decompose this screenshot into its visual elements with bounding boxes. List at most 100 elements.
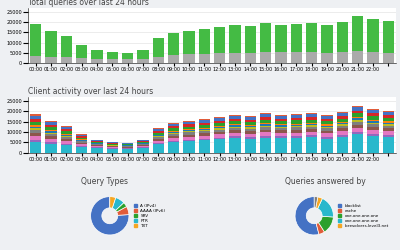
Bar (229, 138, 241, 153)
Bar (198, 123, 210, 125)
Bar (76, 134, 88, 135)
Bar (275, 133, 287, 136)
Bar (306, 126, 318, 129)
Bar (321, 131, 333, 134)
Bar (45, 144, 57, 153)
Bar (336, 118, 348, 122)
Bar (290, 128, 302, 130)
Bar (152, 134, 164, 135)
Bar (321, 116, 333, 119)
Bar (152, 137, 164, 139)
Text: Client activity over last 24 hours: Client activity over last 24 hours (28, 87, 153, 96)
Bar (214, 132, 226, 134)
Bar (336, 122, 348, 123)
Bar (367, 52, 379, 63)
Bar (106, 144, 118, 145)
Bar (229, 53, 241, 63)
Bar (152, 56, 164, 63)
Bar (229, 127, 241, 128)
Bar (76, 138, 88, 140)
Bar (30, 142, 42, 153)
Bar (30, 127, 42, 128)
Bar (45, 57, 57, 63)
Bar (152, 38, 164, 63)
Bar (91, 143, 103, 144)
Bar (260, 123, 272, 124)
Bar (290, 118, 302, 120)
Bar (76, 147, 88, 153)
Bar (306, 135, 318, 137)
Wedge shape (116, 203, 126, 212)
Bar (183, 122, 195, 124)
Bar (198, 131, 210, 133)
Bar (260, 126, 272, 127)
Bar (306, 123, 318, 124)
Bar (382, 122, 394, 123)
Bar (106, 59, 118, 63)
Bar (336, 123, 348, 124)
Bar (45, 139, 57, 142)
Bar (275, 126, 287, 127)
Bar (306, 120, 318, 123)
Bar (229, 116, 241, 119)
Bar (244, 137, 256, 139)
Bar (382, 135, 394, 137)
Bar (321, 126, 333, 127)
Bar (321, 122, 333, 124)
Bar (122, 149, 134, 153)
Bar (183, 126, 195, 129)
Bar (260, 136, 272, 138)
Bar (106, 147, 118, 148)
Bar (382, 128, 394, 132)
Text: Total queries over last 24 hours: Total queries over last 24 hours (28, 0, 149, 7)
Bar (290, 136, 302, 138)
Bar (152, 140, 164, 143)
Bar (352, 117, 364, 118)
Wedge shape (91, 197, 129, 235)
Bar (244, 126, 256, 128)
Bar (260, 124, 272, 126)
Bar (367, 110, 379, 114)
Bar (106, 142, 118, 143)
Bar (60, 130, 72, 132)
Bar (336, 124, 348, 126)
Bar (214, 127, 226, 128)
Bar (275, 138, 287, 153)
Bar (367, 121, 379, 123)
Bar (336, 113, 348, 116)
Bar (352, 16, 364, 63)
Legend: A (IPv4), AAAA (IPv6), SRV, PTR, TXT: A (IPv4), AAAA (IPv6), SRV, PTR, TXT (134, 204, 166, 228)
Bar (306, 124, 318, 125)
Bar (244, 53, 256, 63)
Bar (290, 52, 302, 63)
Bar (290, 132, 302, 136)
Bar (76, 136, 88, 138)
Bar (336, 131, 348, 135)
Bar (137, 147, 149, 148)
Bar (275, 121, 287, 124)
Bar (260, 127, 272, 130)
Bar (290, 125, 302, 126)
Bar (30, 136, 42, 140)
Bar (244, 139, 256, 153)
Bar (321, 128, 333, 131)
Bar (198, 140, 210, 153)
Bar (306, 132, 318, 135)
Bar (168, 124, 180, 126)
Bar (244, 129, 256, 131)
Bar (321, 137, 333, 139)
Bar (122, 147, 134, 148)
Bar (275, 25, 287, 63)
Bar (30, 24, 42, 63)
Bar (45, 132, 57, 133)
Bar (214, 126, 226, 127)
Bar (137, 50, 149, 63)
Bar (60, 126, 72, 127)
Bar (76, 143, 88, 144)
Bar (183, 54, 195, 63)
Bar (30, 128, 42, 130)
Bar (122, 53, 134, 63)
Bar (306, 114, 318, 117)
Bar (321, 25, 333, 63)
Bar (183, 134, 195, 137)
